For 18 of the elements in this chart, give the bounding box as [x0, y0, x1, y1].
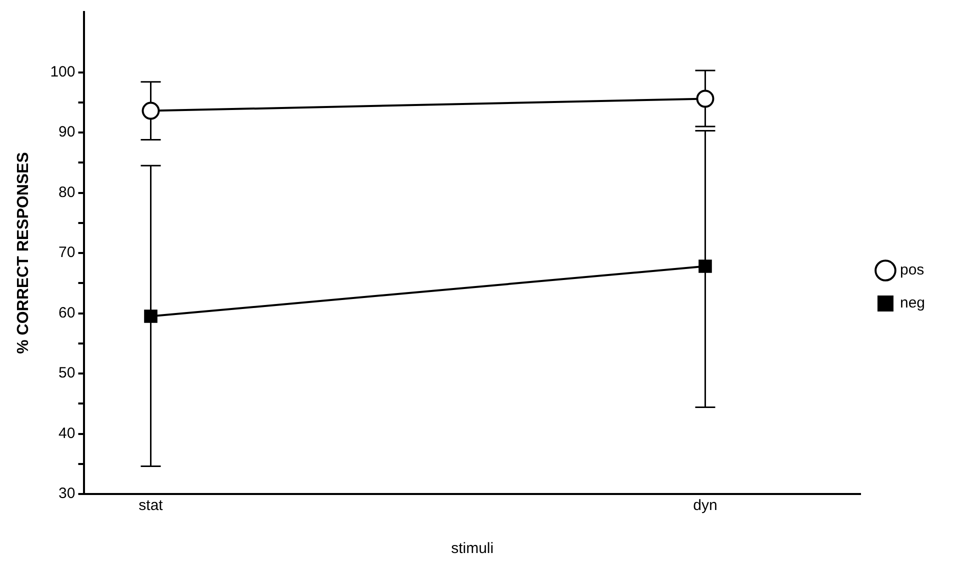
x-tick-label: stat [138, 497, 164, 514]
legend-label: pos [900, 262, 924, 279]
point [144, 310, 158, 323]
y-tick-label: 90 [58, 124, 76, 141]
y-tick-label: 80 [58, 184, 76, 201]
y-tick-label: 70 [58, 244, 76, 262]
x-axis-title: stimuli [451, 540, 494, 558]
y-tick-label: 30 [58, 485, 76, 502]
point [698, 260, 712, 273]
x-tick-label: dyn [693, 497, 718, 514]
y-tick-label: 40 [58, 424, 76, 442]
y-tick-label: 100 [50, 63, 76, 80]
point [696, 90, 714, 108]
y-tick-label: 50 [58, 364, 76, 382]
y-axis-title: % CORRECT RESPONSES [15, 152, 32, 354]
y-tick-label: 60 [58, 304, 76, 322]
legend-label: neg [900, 294, 926, 312]
point [142, 102, 160, 120]
